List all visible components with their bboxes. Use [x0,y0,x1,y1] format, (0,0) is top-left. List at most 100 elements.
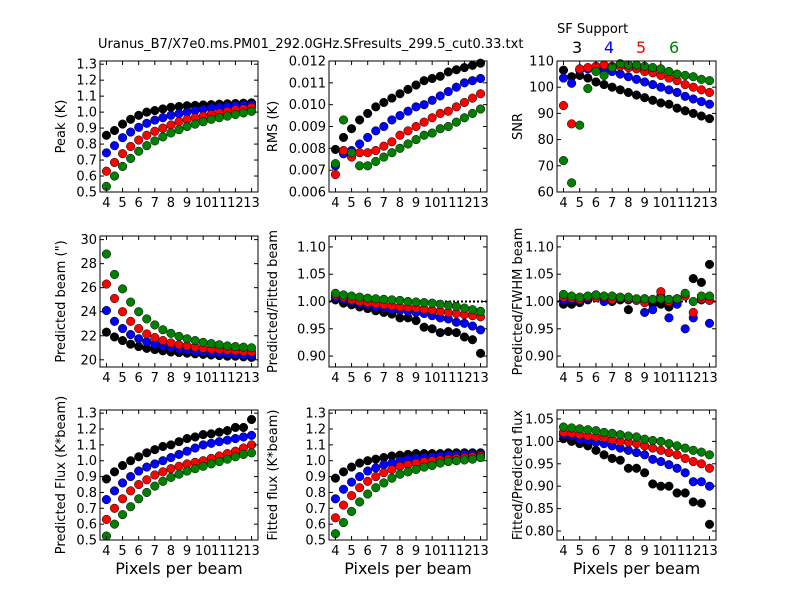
data-point-series-6 [696,291,706,301]
data-point-series-4 [355,139,365,149]
x-tick-label: 11 [440,371,457,386]
x-tick-label: 5 [576,544,584,559]
data-point-series-5 [101,279,111,289]
data-point-series-6 [680,288,690,298]
data-point-series-6 [623,292,633,302]
data-point-series-6 [126,153,136,164]
data-point-series-3 [347,124,357,134]
data-point-series-6 [664,294,674,304]
data-point-series-6 [648,294,658,304]
data-point-series-6 [419,298,429,308]
x-tick-label: 10 [195,544,212,559]
data-point-series-6 [214,456,224,467]
y-tick-label: 1.3 [305,407,326,422]
data-point-series-6 [672,441,682,451]
data-point-series-3 [558,65,569,75]
data-point-series-6 [575,424,585,434]
y-tick-label: 0.6 [76,518,97,533]
x-tick-label: 4 [331,371,339,386]
data-point-series-4 [476,325,486,335]
data-point-series-3 [599,450,609,460]
y-tick-label: 0.90 [297,350,326,365]
y-tick-label: 0.008 [289,142,326,157]
data-point-series-4 [467,76,478,86]
data-point-series-5 [379,468,389,478]
x-tick-label: 10 [195,371,212,386]
y-axis-label: Fitted/Predicted flux [511,410,526,541]
data-point-series-4 [631,74,642,84]
data-point-series-4 [134,466,144,476]
data-point-series-6 [443,456,453,467]
y-axis-label: Peak (K) [54,100,69,154]
data-point-series-3 [419,76,429,86]
x-tick-label: 7 [608,544,616,559]
x-tick-label: 6 [364,544,372,559]
data-point-series-4 [134,122,144,132]
data-point-series-4 [395,111,405,121]
data-point-series-4 [467,321,478,331]
data-point-series-3 [672,103,682,113]
data-point-series-4 [150,115,160,125]
data-point-series-6 [379,478,389,488]
y-tick-label: 0.8 [76,138,97,153]
x-tick-label: 11 [211,544,228,559]
data-point-series-5 [704,463,715,473]
subplot-9: 4 5 6 7 8 9 10 11 12 13 0.80 0.85 0.90 0.95 1.00 1.05Fi… [511,409,718,578]
data-point-series-6 [451,456,461,466]
data-point-series-4 [109,316,120,326]
y-tick-label: 80 [537,133,554,148]
y-tick-label: 1.00 [525,435,554,450]
x-tick-label: 9 [640,196,648,211]
data-point-series-5 [158,467,168,477]
data-point-series-4 [363,132,373,142]
data-point-series-3 [411,80,421,90]
x-tick-label: 8 [624,196,632,211]
y-tick-label: 0.85 [525,502,554,517]
data-point-series-4 [419,100,429,110]
data-point-series-6 [371,483,381,493]
data-point-series-6 [443,121,453,132]
data-point-series-5 [363,476,373,486]
data-point-series-3 [134,452,144,462]
data-point-series-5 [150,126,160,136]
data-point-series-3 [109,467,120,477]
y-tick-label: 0.90 [525,350,554,365]
data-point-series-6 [109,519,120,529]
data-point-series-6 [591,290,601,300]
data-point-series-3 [623,87,633,97]
data-point-series-5 [158,336,168,346]
data-point-series-6 [459,455,469,465]
subplot-7: 4 5 6 7 8 9 10 11 12 13 0.50.60.70.80.91.01.11.21.… [54,396,260,578]
data-point-series-6 [142,487,152,497]
data-point-series-6 [355,292,365,302]
data-point-series-6 [427,298,437,308]
data-point-series-5 [109,503,120,513]
data-point-series-4 [118,133,128,143]
data-point-series-3 [363,456,373,466]
data-point-series-4 [451,82,461,92]
x-tick-label: 9 [640,371,648,386]
y-tick-label: 0.7 [76,502,97,517]
data-point-series-5 [126,486,136,496]
data-point-series-6 [330,288,340,298]
data-point-series-3 [640,93,650,103]
y-tick-label: 1.1 [76,438,97,453]
data-point-series-3 [607,82,617,92]
data-point-series-3 [379,97,389,108]
data-point-series-3 [467,335,478,345]
data-point-series-6 [238,108,249,118]
data-point-series-4 [459,78,469,88]
x-axis-label: Pixels per beam [344,559,471,578]
data-point-series-5 [126,141,136,152]
data-point-series-4 [411,102,421,112]
x-tick-label: 13 [472,371,489,386]
data-point-series-6 [101,249,111,259]
data-point-series-6 [166,128,176,138]
data-point-series-6 [591,426,601,436]
y-tick-label: 0.7 [305,502,326,517]
data-point-series-3 [435,71,445,81]
data-point-series-3 [583,73,593,83]
data-point-series-3 [435,328,445,338]
data-point-series-6 [631,294,642,304]
x-tick-label: 9 [183,371,191,386]
